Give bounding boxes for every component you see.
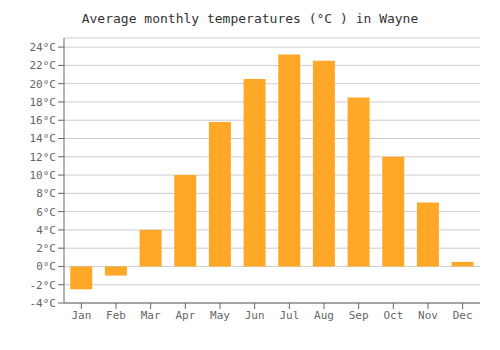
svg-text:2°C: 2°C [36,242,56,255]
svg-text:Jul: Jul [279,309,299,322]
svg-text:-4°C: -4°C [30,297,57,310]
svg-text:Apr: Apr [175,309,195,322]
svg-text:Oct: Oct [383,309,403,322]
svg-text:Mar: Mar [141,309,161,322]
svg-text:May: May [210,309,230,322]
svg-text:18°C: 18°C [30,96,57,109]
svg-text:Feb: Feb [106,309,126,322]
svg-text:22°C: 22°C [30,59,57,72]
svg-text:24°C: 24°C [30,41,57,54]
html-text:Average monthly temperatures (: Average monthly temperatures (°C ) in Wa… [81,11,419,26]
svg-text:Aug: Aug [314,309,334,322]
svg-text:6°C: 6°C [36,206,56,219]
svg-text:Nov: Nov [418,309,438,322]
svg-text:8°C: 8°C [36,187,56,200]
svg-text:14°C: 14°C [30,132,57,145]
svg-text:Jan: Jan [71,309,91,322]
svg-text:Jun: Jun [245,309,265,322]
svg-text:4°C: 4°C [36,224,56,237]
svg-text:12°C: 12°C [30,151,57,164]
svg-text:20°C: 20°C [30,78,57,91]
svg-text:Sep: Sep [349,309,369,322]
svg-text:16°C: 16°C [30,114,57,127]
svg-text:-2°C: -2°C [30,279,57,292]
svg-text:Dec: Dec [453,309,473,322]
svg-text:10°C: 10°C [30,169,57,182]
svg-text:0°C: 0°C [36,260,56,273]
